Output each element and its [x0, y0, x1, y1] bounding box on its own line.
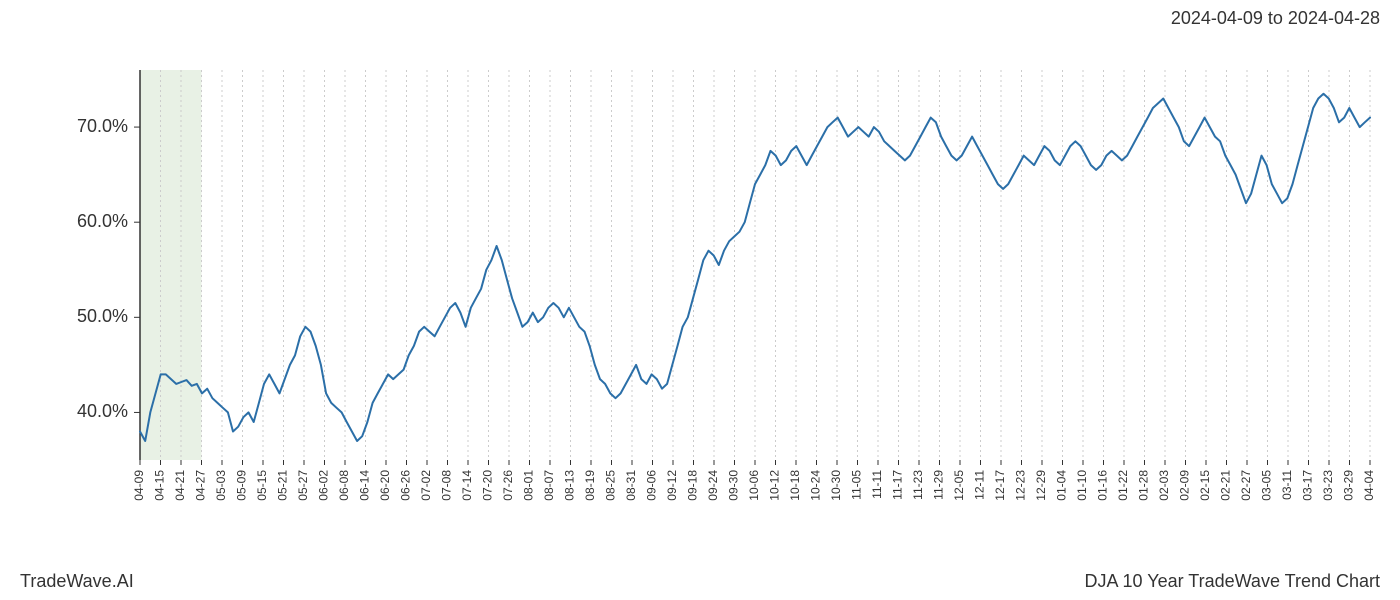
- svg-text:05-03: 05-03: [214, 470, 228, 501]
- svg-text:08-13: 08-13: [563, 470, 577, 501]
- svg-text:04-04: 04-04: [1362, 470, 1376, 501]
- svg-text:04-27: 04-27: [194, 470, 208, 501]
- svg-text:06-08: 06-08: [337, 470, 351, 501]
- svg-text:10-30: 10-30: [829, 470, 843, 501]
- line-chart: 04-09 04-15 04-21 04-27 05-03 05-09 05-15 05-21…: [60, 50, 1380, 540]
- svg-text:12-11: 12-11: [973, 470, 987, 500]
- svg-text:01-22: 01-22: [1116, 470, 1130, 501]
- svg-text:02-27: 02-27: [1239, 470, 1253, 501]
- svg-text:10-12: 10-12: [768, 470, 782, 501]
- svg-text:10-24: 10-24: [809, 470, 823, 501]
- svg-text:05-15: 05-15: [255, 470, 269, 501]
- svg-text:03-05: 03-05: [1260, 470, 1274, 501]
- svg-text:07-14: 07-14: [460, 470, 474, 501]
- svg-text:03-29: 03-29: [1342, 470, 1356, 501]
- svg-text:40.0%: 40.0%: [77, 401, 128, 421]
- brand-label: TradeWave.AI: [20, 571, 134, 592]
- svg-text:03-23: 03-23: [1321, 470, 1335, 501]
- svg-text:05-27: 05-27: [296, 470, 310, 501]
- svg-text:04-09: 04-09: [132, 470, 146, 501]
- svg-text:05-21: 05-21: [276, 470, 290, 501]
- svg-text:02-15: 02-15: [1198, 470, 1212, 501]
- svg-text:07-26: 07-26: [501, 470, 515, 501]
- svg-text:12-17: 12-17: [993, 470, 1007, 501]
- svg-text:10-18: 10-18: [788, 470, 802, 501]
- svg-text:60.0%: 60.0%: [77, 211, 128, 231]
- svg-text:06-02: 06-02: [317, 470, 331, 501]
- svg-text:08-19: 08-19: [583, 470, 597, 501]
- svg-text:08-25: 08-25: [604, 470, 618, 501]
- svg-text:07-20: 07-20: [481, 470, 495, 501]
- svg-text:11-23: 11-23: [911, 470, 925, 500]
- svg-text:08-07: 08-07: [542, 470, 556, 501]
- svg-text:09-12: 09-12: [665, 470, 679, 501]
- svg-text:03-11: 03-11: [1280, 470, 1294, 500]
- svg-text:04-15: 04-15: [153, 470, 167, 501]
- svg-text:09-18: 09-18: [686, 470, 700, 501]
- svg-text:01-16: 01-16: [1096, 470, 1110, 501]
- svg-text:11-11: 11-11: [870, 470, 884, 499]
- svg-text:09-24: 09-24: [706, 470, 720, 501]
- date-range-label: 2024-04-09 to 2024-04-28: [1171, 8, 1380, 29]
- svg-text:11-17: 11-17: [891, 470, 905, 500]
- svg-text:02-21: 02-21: [1219, 470, 1233, 501]
- svg-text:06-26: 06-26: [399, 470, 413, 501]
- svg-text:03-17: 03-17: [1301, 470, 1315, 501]
- svg-text:11-29: 11-29: [932, 470, 946, 500]
- svg-text:09-06: 09-06: [645, 470, 659, 501]
- svg-text:04-21: 04-21: [173, 470, 187, 501]
- svg-text:07-02: 07-02: [419, 470, 433, 501]
- svg-text:08-01: 08-01: [522, 470, 536, 501]
- svg-text:01-10: 01-10: [1075, 470, 1089, 501]
- svg-text:07-08: 07-08: [440, 470, 454, 501]
- svg-text:08-31: 08-31: [624, 470, 638, 501]
- svg-text:06-20: 06-20: [378, 470, 392, 501]
- svg-text:06-14: 06-14: [358, 470, 372, 501]
- svg-text:12-23: 12-23: [1014, 470, 1028, 501]
- svg-text:09-30: 09-30: [727, 470, 741, 501]
- svg-text:01-28: 01-28: [1137, 470, 1151, 501]
- svg-text:11-05: 11-05: [850, 470, 864, 500]
- svg-text:50.0%: 50.0%: [77, 306, 128, 326]
- svg-text:12-05: 12-05: [952, 470, 966, 501]
- svg-text:02-03: 02-03: [1157, 470, 1171, 501]
- svg-text:10-06: 10-06: [747, 470, 761, 501]
- svg-text:05-09: 05-09: [235, 470, 249, 501]
- svg-text:02-09: 02-09: [1178, 470, 1192, 501]
- chart-area: 04-09 04-15 04-21 04-27 05-03 05-09 05-15 05-21…: [60, 50, 1380, 540]
- svg-text:70.0%: 70.0%: [77, 116, 128, 136]
- svg-text:12-29: 12-29: [1034, 470, 1048, 501]
- chart-title-label: DJA 10 Year TradeWave Trend Chart: [1085, 571, 1381, 592]
- svg-text:01-04: 01-04: [1055, 470, 1069, 501]
